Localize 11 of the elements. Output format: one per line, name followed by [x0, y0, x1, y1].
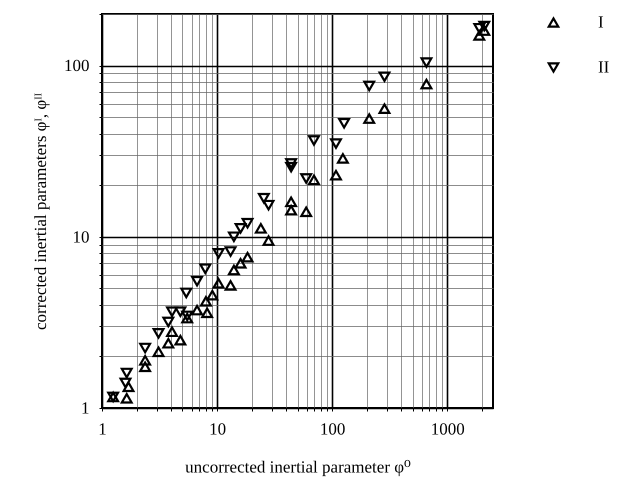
legend-label: II: [598, 58, 610, 76]
x-tick-label: 100: [320, 420, 346, 438]
x-tick-label: 1000: [430, 420, 465, 438]
legend-label: I: [598, 12, 604, 32]
y-axis-title: corrected inertial parameters φᴵ, φᴵᴵ: [31, 92, 50, 330]
x-tick-label: 10: [209, 420, 226, 438]
y-tick-label: 100: [64, 56, 90, 76]
x-axis-title: uncorrected inertial parameter φ⁰: [185, 458, 412, 476]
x-tick-label: 1: [98, 420, 107, 438]
y-tick-label: 1: [81, 398, 90, 418]
y-tick-label: 10: [72, 227, 90, 246]
